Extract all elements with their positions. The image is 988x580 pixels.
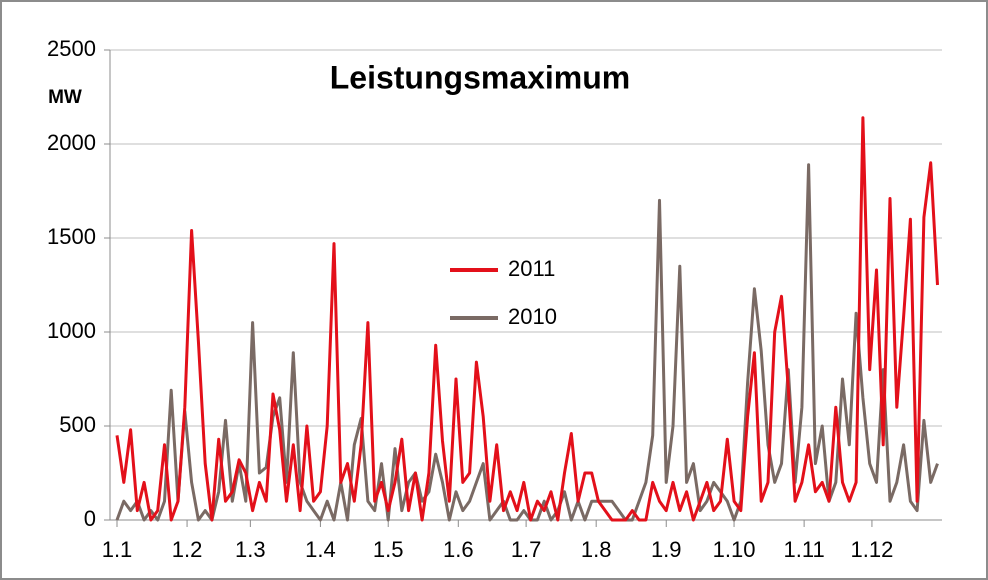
x-tick-label: 1.11	[784, 537, 825, 562]
line-series	[115, 163, 939, 522]
y-tick-label: 1000	[47, 318, 96, 343]
line-series	[115, 116, 939, 522]
y-tick-label: 2500	[47, 36, 96, 61]
y-tick-label: 2000	[47, 130, 96, 155]
x-tick-label: 1.9	[651, 537, 682, 562]
x-tick-label: 1.1	[102, 537, 133, 562]
legend-label: 2010	[508, 304, 557, 329]
x-tick-label: 1.7	[511, 537, 542, 562]
x-tick-label: 1.10	[713, 537, 756, 562]
y-tick-label: 0	[84, 506, 96, 531]
x-tick-label: 1.8	[581, 537, 612, 562]
chart-title: Leistungsmaximum	[330, 59, 631, 95]
x-tick-label: 1.12	[851, 537, 894, 562]
legend-label: 2011	[508, 256, 555, 281]
x-tick-label: 1.2	[172, 537, 203, 562]
x-tick-label: 1.5	[373, 537, 404, 562]
y-axis-label: MW	[48, 87, 82, 108]
x-tick-label: 1.6	[443, 537, 474, 562]
y-tick-label: 500	[59, 412, 96, 437]
y-tick-label: 1500	[47, 224, 96, 249]
x-tick-label: 1.4	[305, 537, 336, 562]
x-tick-label: 1.3	[235, 537, 266, 562]
